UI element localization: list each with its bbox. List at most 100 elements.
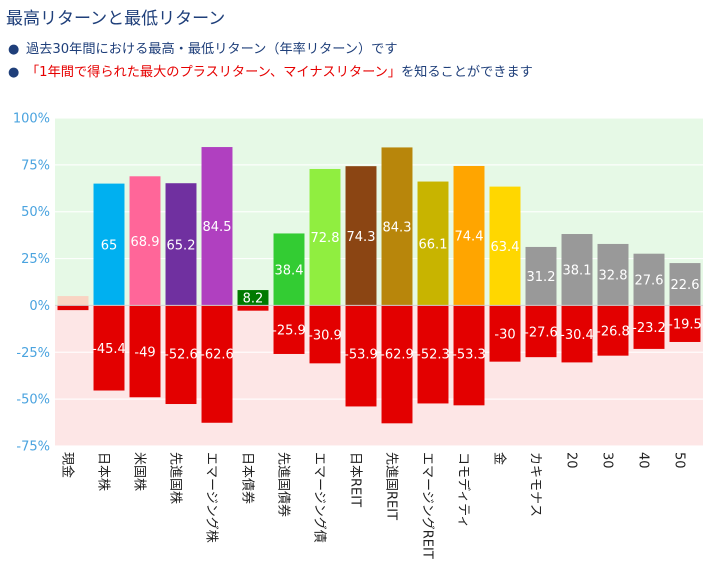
min-return-bar: [237, 305, 269, 311]
min-value-label: -45.4: [92, 342, 126, 357]
max-return-bar: [525, 246, 557, 306]
max-return-bar: [309, 168, 341, 306]
max-return-bar: [93, 183, 125, 306]
min-return-bar: [93, 305, 125, 391]
min-return-bar: [633, 305, 665, 349]
category-label: 先進国株: [168, 452, 183, 504]
category-label: 現金: [60, 452, 76, 478]
category-label: エマージング債: [312, 452, 327, 543]
min-return-bar: [561, 305, 593, 363]
bullet-item-1: ● 過去30年間における最高・最低リターン（年率リターン）です: [6, 38, 533, 61]
bullet-dot-icon: ●: [8, 65, 20, 80]
max-return-bar: [237, 290, 269, 306]
page-title: 最高リターンと最低リターン: [6, 9, 226, 29]
category-label: 30: [600, 452, 615, 469]
y-tick-label: 100%: [13, 112, 50, 127]
max-return-bar: [489, 186, 521, 306]
max-value-label: 8.2: [243, 291, 264, 306]
max-value-label: 74.4: [455, 230, 484, 245]
category-label: エマージング株: [204, 452, 219, 543]
min-value-label: -25.9: [272, 324, 306, 339]
max-return-bar: [633, 253, 665, 306]
y-tick-label: -75%: [16, 440, 50, 455]
category-label: 日本株: [96, 452, 111, 491]
y-tick-label: 25%: [21, 252, 50, 267]
max-value-label: 68.9: [131, 235, 160, 250]
max-value-label: 72.8: [311, 231, 340, 246]
y-tick-label: -50%: [16, 393, 50, 408]
max-return-bar: [201, 147, 233, 306]
y-tick-label: -25%: [16, 346, 50, 361]
category-label: 20: [564, 452, 579, 469]
bullet-list: ● 過去30年間における最高・最低リターン（年率リターン）です ● 「1年間で得…: [6, 38, 533, 84]
min-return-bar: [345, 305, 377, 407]
min-value-label: -27.6: [524, 325, 558, 340]
min-value-label: -26.8: [596, 325, 630, 340]
category-label: 50: [672, 452, 687, 469]
min-value-label: -30: [494, 328, 515, 343]
min-return-bar: [669, 305, 701, 342]
max-return-bar: [129, 176, 161, 306]
y-tick-label: 50%: [21, 205, 50, 220]
min-value-label: -53.9: [344, 347, 378, 362]
min-value-label: -53.3: [452, 347, 486, 362]
min-return-bar: [525, 305, 557, 358]
min-value-label: -52.3: [416, 347, 450, 362]
category-label: 米国株: [132, 452, 147, 491]
min-return-bar: [129, 305, 161, 398]
category-label: カキモナス: [528, 452, 543, 517]
max-return-bar: [561, 234, 593, 306]
max-return-bar: [597, 243, 629, 306]
category-label: 40: [636, 452, 651, 469]
category-label: エマージングREIT: [420, 452, 435, 559]
max-value-label: 84.3: [383, 220, 412, 235]
min-return-bar: [489, 305, 521, 362]
max-return-bar: [669, 263, 701, 306]
max-return-bar: [453, 165, 485, 306]
min-value-label: -19.5: [668, 318, 702, 333]
max-value-label: 74.3: [347, 230, 376, 245]
max-value-label: 63.4: [491, 240, 520, 255]
negative-zone-background: [55, 305, 703, 446]
bullet-item-2: ● 「1年間で得られた最大のプラスリターン、マイナスリターン」を知ることができま…: [6, 61, 533, 84]
max-return-bar: [345, 166, 377, 306]
max-return-bar: [57, 296, 89, 306]
max-value-label: 31.2: [527, 270, 556, 285]
max-value-label: 27.6: [635, 274, 664, 289]
min-return-bar: [597, 305, 629, 356]
bullet-dot-icon: ●: [8, 42, 20, 57]
min-return-bar: [417, 305, 449, 404]
min-value-label: -30.4: [560, 328, 594, 343]
category-label: 日本REIT: [348, 452, 363, 507]
max-value-label: 38.1: [563, 264, 592, 279]
min-return-bar: [57, 305, 89, 311]
max-value-label: 32.8: [599, 269, 628, 284]
min-value-label: -62.6: [200, 347, 234, 362]
category-label: 先進国債券: [276, 452, 292, 517]
min-value-label: -30.9: [308, 328, 342, 343]
max-return-bar: [165, 183, 197, 306]
max-value-label: 65: [101, 239, 118, 254]
y-tick-label: 0%: [29, 299, 50, 314]
min-value-label: -62.9: [380, 347, 414, 362]
y-tick-label: 75%: [21, 158, 50, 173]
max-return-bar: [273, 233, 305, 306]
max-value-label: 22.6: [671, 278, 700, 293]
min-return-bar: [273, 305, 305, 354]
max-return-bar: [417, 181, 449, 306]
min-return-bar: [165, 305, 197, 405]
category-label: 金: [492, 452, 508, 465]
min-return-bar: [453, 305, 485, 406]
category-label: 日本債券: [240, 452, 256, 504]
min-value-label: -49: [134, 345, 155, 360]
max-value-label: 66.1: [419, 237, 448, 252]
max-value-label: 84.5: [203, 220, 232, 235]
min-value-label: -52.6: [164, 347, 198, 362]
max-return-bar: [381, 147, 413, 306]
bullet-text-1: 過去30年間における最高・最低リターン（年率リターン）です: [26, 42, 398, 57]
bullet-highlight-2: 「1年間で得られた最大のプラスリターン、マイナスリターン」: [26, 65, 401, 80]
max-value-label: 65.2: [167, 238, 196, 253]
min-return-bar: [201, 305, 233, 423]
bullet-text-2: を知ることができます: [401, 65, 533, 80]
